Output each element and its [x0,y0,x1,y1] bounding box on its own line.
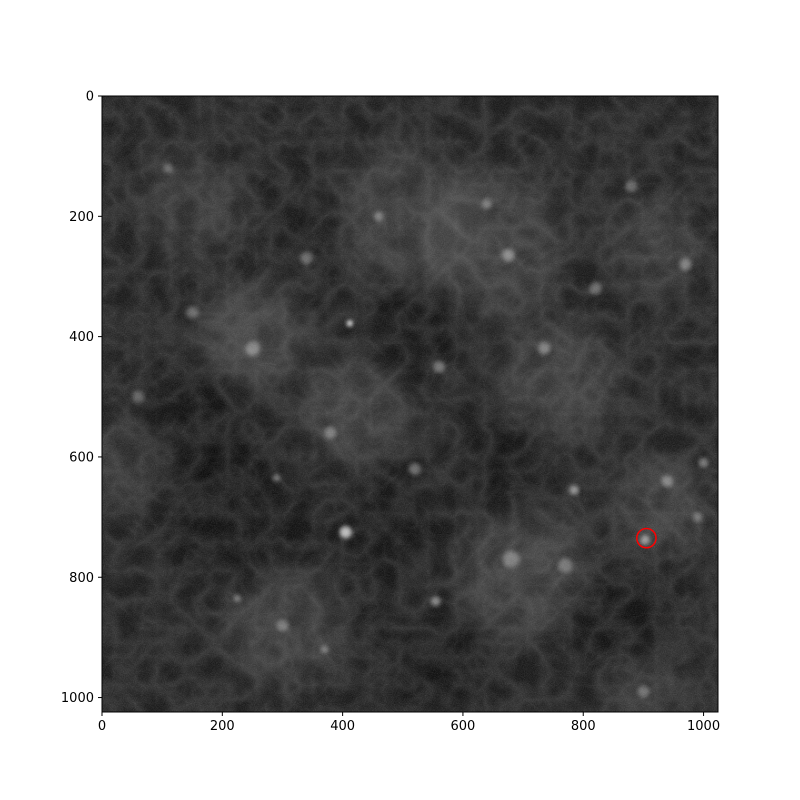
y-tick-label: 400 [69,330,94,345]
bright-spot [502,550,520,568]
bright-spot [408,462,421,475]
bright-spot [233,594,241,602]
bright-spot [272,474,281,482]
bright-spot [300,252,313,265]
bright-spot [502,249,515,262]
bright-spot [324,426,337,439]
bright-spot [557,558,573,573]
x-tick-label: 1000 [687,719,720,734]
bright-spot [625,180,638,193]
bright-spot [245,341,260,356]
y-tick-label: 1000 [61,691,94,706]
bright-spot [186,306,199,319]
bright-spot [432,360,445,373]
x-tick-label: 400 [330,719,355,734]
y-tick-label: 600 [69,450,94,465]
bright-spot [163,163,173,173]
bright-spots [132,163,709,698]
bright-spot [339,526,352,539]
bright-spot [320,645,329,654]
x-tick-label: 200 [210,719,235,734]
bright-spot [589,282,602,295]
y-tick-label: 200 [69,210,94,225]
bright-spot [482,199,492,210]
x-tick-label: 800 [571,719,596,734]
x-tick-label: 0 [98,719,106,734]
bright-spot [692,512,703,522]
bright-spot [276,619,289,632]
bright-spot [640,535,651,545]
red-circle-marker [636,527,657,549]
bright-spot [373,211,384,222]
bright-spot [637,685,650,698]
noise-texture [102,96,718,712]
bright-spot [661,474,674,488]
bright-spot [569,485,580,495]
y-tick-label: 0 [86,90,94,105]
bright-spot [538,342,551,355]
bright-spot [698,458,709,468]
x-tick-label: 600 [451,719,476,734]
bright-spot [346,320,353,327]
bright-spot [679,258,692,271]
y-axis: 0 200 400 600 800 1000 [61,90,102,706]
image-plot [101,95,719,713]
x-axis: 0 200 400 600 800 1000 [98,712,720,734]
plot-frame [101,95,719,713]
bright-spot [431,596,441,607]
bright-spot [132,390,145,403]
y-tick-label: 800 [69,571,94,586]
image-content [102,96,718,712]
